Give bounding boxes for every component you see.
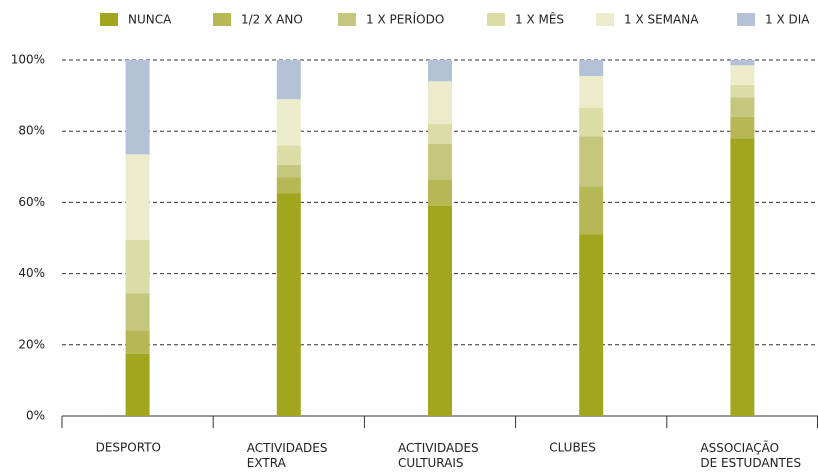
bar-segment <box>276 193 301 416</box>
legend-swatch <box>487 13 505 26</box>
x-tick-label: ACTIVIDADES CULTURAIS <box>398 441 479 470</box>
bar-segment <box>276 165 301 178</box>
bar-segment <box>730 84 755 98</box>
legend-swatch <box>338 13 356 26</box>
bar-segment <box>730 116 755 139</box>
x-tick-label: ACTIVIDADES EXTRA <box>247 441 328 470</box>
legend-label: 1 X SEMANA <box>624 13 699 27</box>
bar-segment <box>276 177 301 194</box>
y-tick-label: 80% <box>18 124 45 138</box>
y-tick-label: 40% <box>18 266 45 280</box>
legend-swatch <box>596 13 614 26</box>
legend-label: 1/2 X ANO <box>241 13 303 27</box>
x-tick-label: CLUBES <box>549 441 596 455</box>
bar-segment <box>579 234 604 416</box>
legend-label: 1 X MÊS <box>515 12 564 27</box>
bar-segment <box>125 239 150 294</box>
legend-swatch <box>213 13 231 26</box>
bar-segment <box>579 76 604 109</box>
bar-segment <box>125 330 150 354</box>
bar-segment <box>276 145 301 166</box>
bar-segment <box>428 205 452 416</box>
bar-segment <box>730 97 755 117</box>
legend-label: NUNCA <box>128 13 172 27</box>
bar-segment <box>276 60 301 100</box>
y-tick-label: 100% <box>11 53 45 67</box>
bar-segment <box>125 154 150 240</box>
bar-segment <box>276 99 301 146</box>
bar-segment <box>579 108 604 137</box>
bar-segment <box>428 143 452 180</box>
bar-segment <box>428 60 452 82</box>
bar-segment <box>579 186 604 235</box>
bar-segment <box>579 136 604 187</box>
bar-segment <box>125 353 150 416</box>
bar-segment <box>428 179 452 206</box>
x-tick-label: ASSOCIAÇÃO DE ESTUDANTES <box>700 440 801 470</box>
bar-segment <box>730 138 755 416</box>
y-tick-label: 0% <box>26 409 45 423</box>
x-tick-label: DESPORTO <box>96 441 161 455</box>
y-tick-label: 60% <box>18 195 45 209</box>
legend-swatch <box>737 13 755 26</box>
bar-segment <box>579 60 604 77</box>
bar-segment <box>125 60 150 155</box>
bar-segment <box>730 65 755 85</box>
legend-swatch <box>100 13 118 26</box>
bar-segment <box>428 81 452 125</box>
bar-segment <box>730 60 755 66</box>
bar-segment <box>125 293 150 331</box>
legend-label: 1 X DIA <box>765 13 810 27</box>
y-tick-label: 20% <box>18 337 45 351</box>
bar-segment <box>428 124 452 144</box>
legend-label: 1 X PERÍODO <box>366 12 444 27</box>
